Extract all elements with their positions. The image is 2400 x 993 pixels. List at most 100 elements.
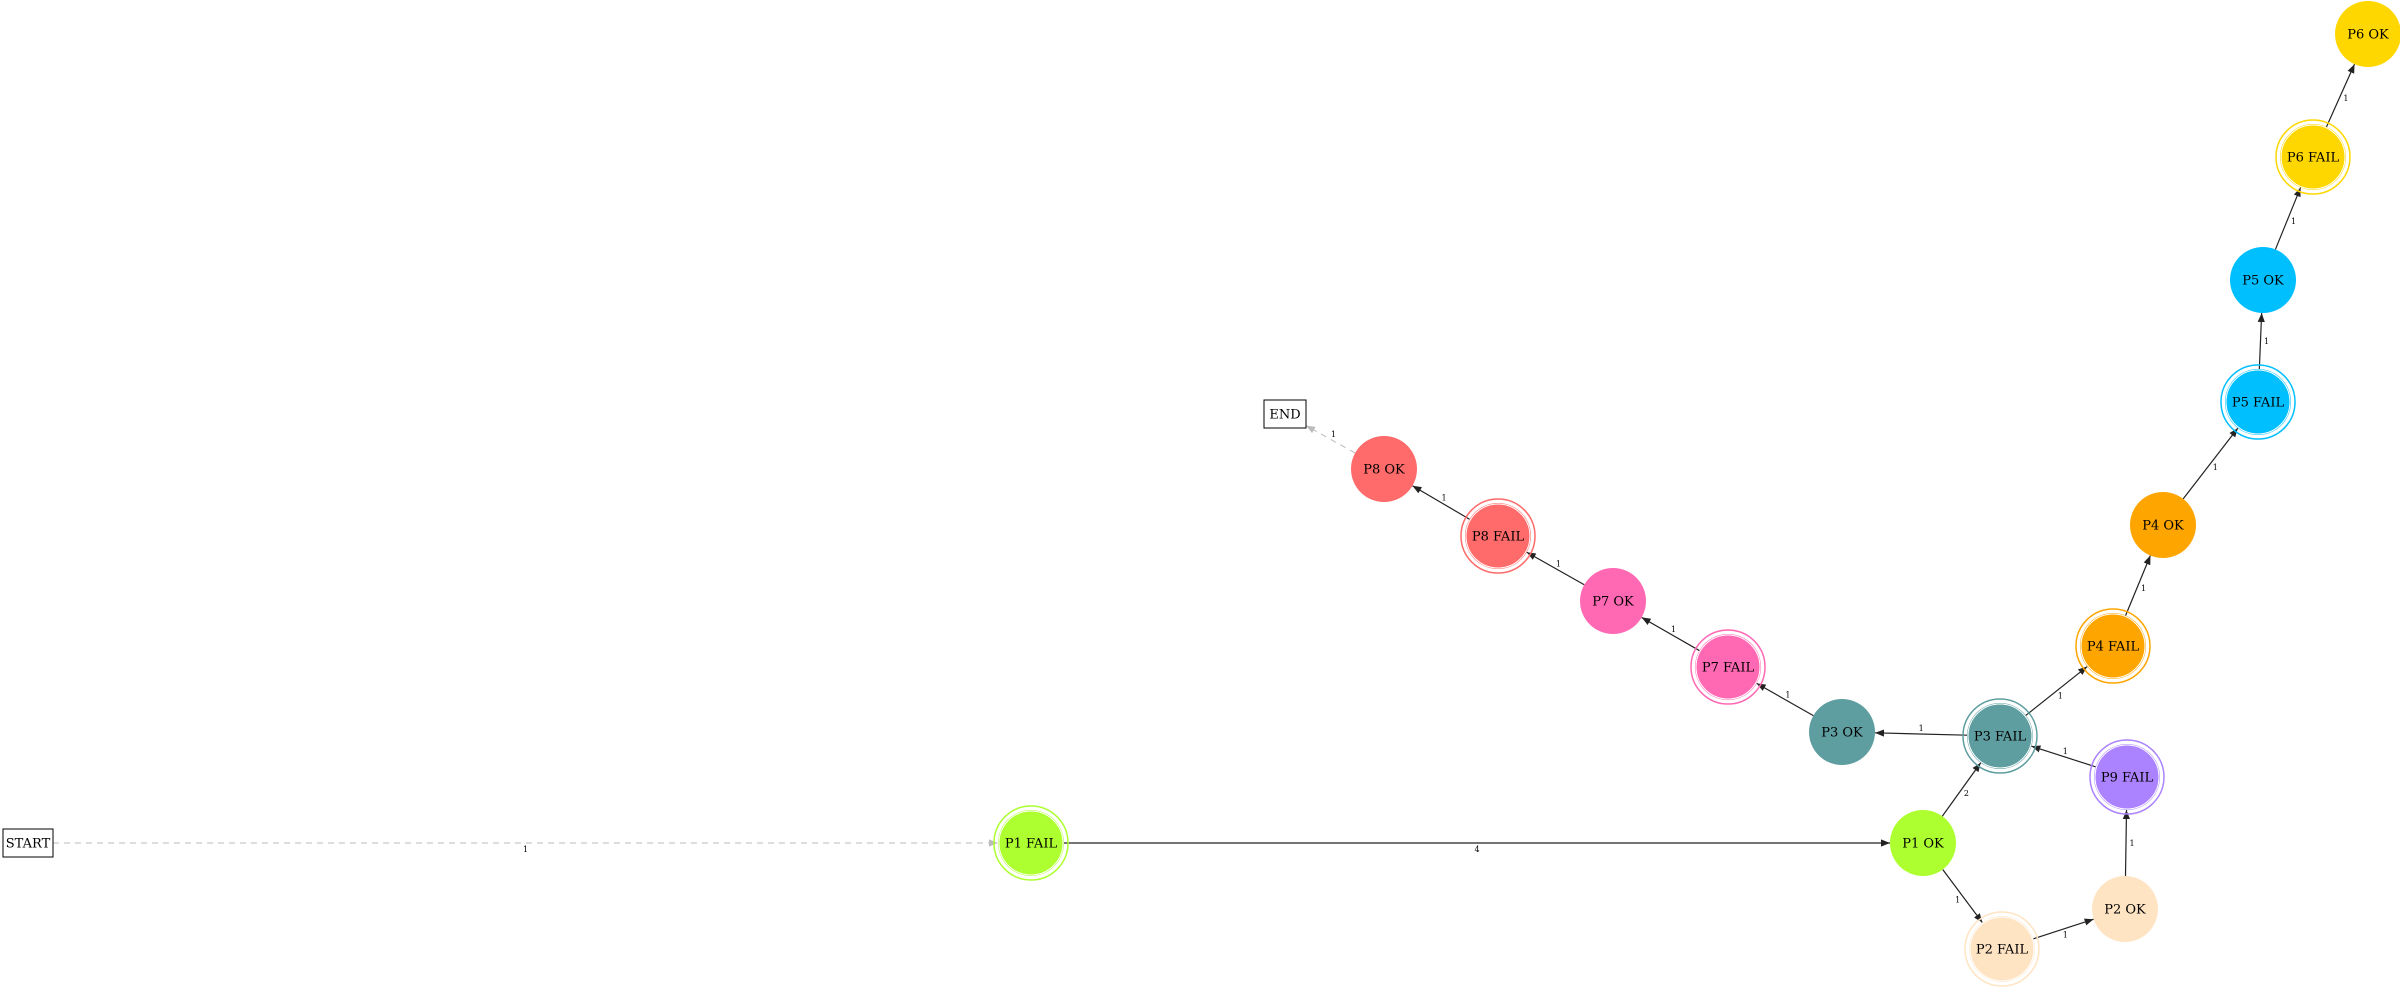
edge-label: 4: [1474, 845, 1479, 854]
edge-line: [1412, 485, 1470, 520]
edge-label: 1: [2213, 463, 2218, 472]
p6fail-circle: [2280, 124, 2346, 190]
node-p7fail: P7 FAIL: [1690, 629, 1766, 705]
edge-label: 1: [2058, 692, 2063, 701]
edges-layer: 1 4 2 1 1 1 1 1 1 1 1 1 1 1 1 1 1 1 1: [53, 63, 2356, 940]
p1ok-label: P1 OK: [1902, 837, 1944, 852]
p9fail-circle: [2094, 744, 2160, 810]
edge-label: 2: [1964, 789, 1969, 798]
p5ok-circle: [2230, 247, 2296, 313]
p7fail-outer-ring: [1690, 629, 1766, 705]
p1fail-circle: [998, 810, 1064, 876]
edge-line: [1641, 616, 1700, 652]
node-start: START: [2, 828, 54, 858]
edge-p8fail-to-p8ok: 1: [1412, 485, 1470, 520]
p3fail-label: P3 FAIL: [1974, 730, 2027, 745]
p1fail-inner-ring: [998, 810, 1064, 876]
p3ok-label: P3 OK: [1821, 726, 1863, 741]
edge-label: 1: [1785, 690, 1790, 699]
edge-p1fail-to-p1ok: 4: [1064, 839, 1890, 854]
edge-line: [2274, 187, 2302, 250]
edge-p1ok-to-p2fail: 1: [1942, 869, 1983, 923]
edge-label: 1: [2129, 839, 2134, 848]
p2ok-label: P2 OK: [2104, 903, 2146, 918]
p9fail-label: P9 FAIL: [2101, 771, 2154, 786]
p6fail-label: P6 FAIL: [2287, 151, 2340, 166]
edge-label: 1: [2063, 931, 2068, 940]
p2fail-outer-ring: [1964, 911, 2040, 987]
p2fail-label: P2 FAIL: [1976, 943, 2029, 958]
edge-line: [2182, 427, 2239, 500]
p5fail-label: P5 FAIL: [2232, 396, 2285, 411]
edge-line: [1874, 729, 1968, 737]
edge-line: [1305, 425, 1356, 454]
edge-p2ok-to-p9fail: 1: [2122, 809, 2135, 877]
edge-line: [1941, 762, 1982, 817]
edge-label: 1: [2291, 217, 2296, 226]
p5fail-circle: [2225, 369, 2291, 435]
node-p1ok: P1 OK: [1890, 810, 1956, 876]
edge-p5ok-to-p6fail: 1: [2274, 187, 2302, 250]
edge-p4ok-to-p5fail: 1: [2182, 427, 2239, 500]
edge-p7fail-to-p7ok: 1: [1641, 616, 1700, 652]
p8fail-label: P8 FAIL: [1472, 530, 1525, 545]
node-p3fail: P3 FAIL: [1962, 698, 2038, 774]
node-p9fail: P9 FAIL: [2089, 739, 2165, 815]
edge-line: [1942, 869, 1983, 923]
edge-line: [1756, 682, 1814, 717]
p5fail-inner-ring: [2225, 369, 2291, 435]
p7fail-inner-ring: [1695, 634, 1761, 700]
edge-label: 1: [1955, 896, 1960, 905]
node-end: END: [1263, 399, 1307, 429]
end-label: END: [1269, 408, 1300, 423]
start-label: START: [6, 837, 51, 852]
p6ok-circle: [2335, 1, 2400, 67]
p9fail-outer-ring: [2089, 739, 2165, 815]
node-p7ok: P7 OK: [1580, 568, 1646, 634]
p4fail-outer-ring: [2075, 608, 2151, 684]
p5fail-outer-ring: [2220, 364, 2296, 440]
node-p3ok: P3 OK: [1809, 699, 1875, 765]
p4fail-inner-ring: [2080, 613, 2146, 679]
edge-p4fail-to-p4ok: 1: [2125, 555, 2151, 616]
edge-line: [1526, 551, 1585, 586]
edge-label: 1: [1671, 625, 1676, 634]
edge-p6fail-to-p6ok: 1: [2325, 63, 2356, 128]
edge-line: [2257, 312, 2265, 370]
edge-p3fail-to-p4fail: 1: [2025, 666, 2088, 716]
p8fail-circle: [1465, 503, 1531, 569]
edge-label: 1: [2141, 584, 2146, 593]
node-p2ok: P2 OK: [2092, 876, 2158, 942]
p7fail-label: P7 FAIL: [1702, 661, 1755, 676]
p8fail-inner-ring: [1465, 503, 1531, 569]
p7fail-circle: [1695, 634, 1761, 700]
p9fail-inner-ring: [2094, 744, 2160, 810]
edge-p2fail-to-p2ok: 1: [2033, 918, 2094, 940]
edge-start-to-p1fail: 1: [53, 839, 998, 854]
node-p8fail: P8 FAIL: [1460, 498, 1536, 574]
node-p2fail: P2 FAIL: [1964, 911, 2040, 987]
edge-p8ok-to-end: 1: [1305, 425, 1356, 454]
p2ok-circle: [2092, 876, 2158, 942]
edge-p1ok-to-p3fail: 2: [1941, 762, 1982, 817]
p4fail-circle: [2080, 613, 2146, 679]
edge-line: [2122, 809, 2130, 877]
p7ok-circle: [1580, 568, 1646, 634]
node-p5fail: P5 FAIL: [2220, 364, 2296, 440]
end-box: [1263, 399, 1307, 429]
node-p6ok: P6 OK: [2335, 1, 2400, 67]
edge-p9fail-to-p3fail: 1: [2031, 745, 2096, 768]
edge-p3fail-to-p3ok: 1: [1874, 724, 1968, 737]
node-p1fail: P1 FAIL: [993, 805, 1069, 881]
edge-label: 1: [1331, 430, 1336, 439]
edge-p7ok-to-p8fail: 1: [1526, 551, 1585, 586]
node-p8ok: P8 OK: [1351, 436, 1417, 502]
p1ok-circle: [1890, 810, 1956, 876]
p6fail-inner-ring: [2280, 124, 2346, 190]
edge-line: [2125, 555, 2151, 616]
node-p4fail: P4 FAIL: [2075, 608, 2151, 684]
p7ok-label: P7 OK: [1592, 595, 1634, 610]
p4ok-label: P4 OK: [2142, 519, 2184, 534]
p8ok-circle: [1351, 436, 1417, 502]
